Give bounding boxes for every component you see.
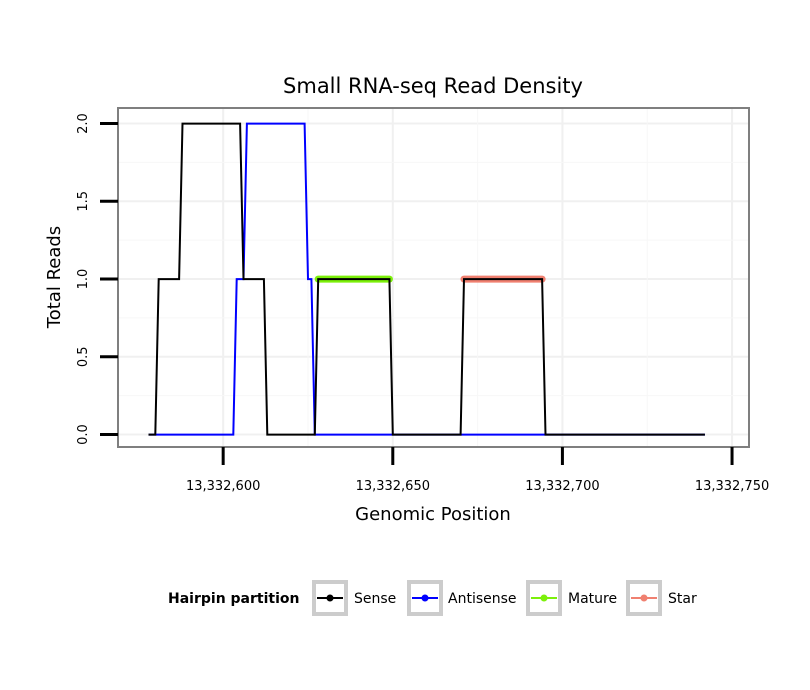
series-layer	[148, 122, 705, 436]
legend-key-dot	[421, 594, 429, 602]
legend-item-sense: Sense	[312, 580, 396, 616]
legend-item-mature: Mature	[526, 580, 617, 616]
legend-label-star: Star	[668, 591, 697, 607]
series-line-antisense	[148, 122, 705, 436]
legend: Sense Antisense Mature Star	[312, 580, 697, 616]
y-tick-label-2: 1.0	[76, 269, 91, 290]
legend-label-sense: Sense	[354, 591, 396, 607]
legend-label-antisense: Antisense	[448, 591, 517, 607]
y-tick-label-3: 1.5	[76, 191, 91, 212]
x-tick-label-3: 13,332,750	[695, 479, 769, 494]
chart-title: Small RNA-seq Read Density	[283, 74, 583, 98]
legend-key-dot	[326, 594, 334, 602]
y-tick-label-0: 0.0	[76, 424, 91, 445]
legend-item-antisense: Antisense	[407, 580, 517, 616]
legend-item-star: Star	[626, 580, 697, 616]
x-tick-label-2: 13,332,700	[525, 479, 599, 494]
x-tick-label-1: 13,332,650	[356, 479, 430, 494]
legend-key-dot	[640, 594, 648, 602]
legend-key-dot	[540, 594, 548, 602]
x-axis-title: Genomic Position	[355, 504, 511, 525]
y-axis-title: Total Reads	[44, 226, 65, 329]
y-tick-label-1: 0.5	[76, 346, 91, 367]
legend-label-mature: Mature	[568, 591, 617, 607]
legend-title: Hairpin partition	[168, 591, 299, 607]
x-tick-label-0: 13,332,600	[186, 479, 260, 494]
axis-layer: 0.0 0.5 1.0 1.5 2.0 13,332,600 13,332,650 13,33…	[76, 113, 769, 494]
series-line-sense	[148, 122, 705, 436]
y-tick-label-4: 2.0	[76, 113, 91, 134]
panel-border	[117, 107, 750, 448]
